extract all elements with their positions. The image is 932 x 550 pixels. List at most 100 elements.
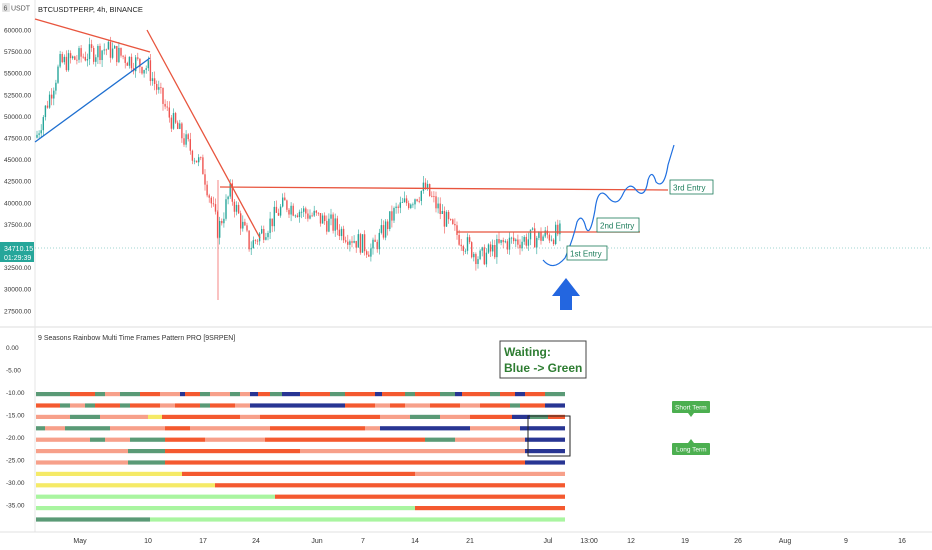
waiting-note[interactable]: Waiting: Blue -> Green [499,340,587,379]
candle [183,133,185,147]
rainbow-row [36,460,565,465]
candle [550,235,553,242]
rainbow-row [36,449,565,454]
candle [338,224,341,241]
candle [275,200,278,214]
candle [248,230,250,252]
candle [504,239,506,244]
candle [164,99,166,110]
candle [534,222,536,248]
candle [271,218,273,233]
candle [313,205,315,218]
candle [46,100,49,109]
currency-selector[interactable]: 6 USDT [2,3,31,13]
candle [101,49,103,67]
candle [219,216,221,245]
descending-trendline-main[interactable] [146,29,261,239]
candle [376,239,378,253]
candle [317,212,320,216]
candle [502,237,504,249]
candle [462,244,464,256]
indicator-title[interactable]: 9 Seasons Rainbow Multi Time Frames Patt… [38,335,235,342]
candle [393,206,395,223]
rainbow-row [36,392,565,397]
ascending-trendline-blue[interactable] [34,57,151,143]
candle [160,82,162,94]
candle [265,232,267,241]
candle [414,198,416,210]
time-label: 26 [734,538,742,545]
candle [498,232,500,245]
projection-path[interactable] [542,144,675,267]
indicator-tick-label: -15.00 [6,413,25,420]
indicator-axis[interactable]: 0.00 -5.00 -10.00 -15.00 -20.00 -25.00 -30.00 -… [6,345,25,510]
candle [204,169,206,191]
candle [107,40,110,50]
svg-text:USDT: USDT [11,6,31,13]
candle [38,130,40,139]
candle [408,200,410,210]
candle [288,207,290,218]
candle [328,213,330,233]
candle [103,43,105,55]
entry-2-label[interactable]: 2nd Entry [596,217,640,233]
entry-1-label[interactable]: 1st Entry [566,245,608,261]
svg-text:6: 6 [4,6,8,13]
entry-3-label[interactable]: 3rd Entry [669,179,714,195]
long-term-badge: Long Term [672,439,710,455]
candle [261,225,263,235]
candle [439,197,441,220]
candle [477,256,479,269]
time-label: 10 [144,538,152,545]
candle [179,119,181,130]
candle [221,218,223,226]
candle [555,221,557,246]
candle [334,213,336,237]
time-axis[interactable]: May 10 17 24 Jun 7 14 21 Jul 13:00 12 19 26 Aug 9 16 [73,538,906,545]
indicator-tick-label: -35.00 [6,503,25,510]
candle [399,196,401,214]
candle [166,101,168,111]
candle [557,219,559,237]
descending-trendline-top[interactable] [34,18,151,53]
price-tick-label: 42500.00 [4,179,31,186]
candle [412,202,414,208]
candle [384,219,387,241]
indicator-tick-label: -25.00 [6,458,25,465]
candle [212,196,215,207]
time-label: Aug [779,538,792,545]
candle [198,154,200,167]
candlestick-series[interactable] [36,36,561,300]
candle [345,236,347,244]
candle [370,243,372,262]
candle [172,108,175,130]
candle [76,54,78,65]
candle [195,160,198,163]
candle [523,235,525,245]
candle [82,53,84,59]
candle [519,239,521,255]
candle [284,192,286,201]
candle [481,246,483,257]
candle [55,79,57,95]
candle [405,195,408,206]
candle [517,234,519,249]
candle [431,191,433,198]
svg-text:1st Entry: 1st Entry [570,250,602,259]
candle [78,45,80,63]
candle [252,236,254,249]
candle [48,91,51,109]
symbol-title[interactable]: BTCUSDTPERP, 4h, BINANCE [38,5,143,14]
candle [527,232,530,251]
resistance-line-3rd[interactable] [219,186,669,191]
candle [311,212,313,218]
highlight-box[interactable] [527,415,571,457]
candle [319,213,322,227]
candle [475,252,477,271]
candle [282,193,284,208]
indicator-tick-label: -5.00 [6,368,21,375]
candle [214,198,217,215]
candle [128,56,131,69]
candle [359,232,362,255]
